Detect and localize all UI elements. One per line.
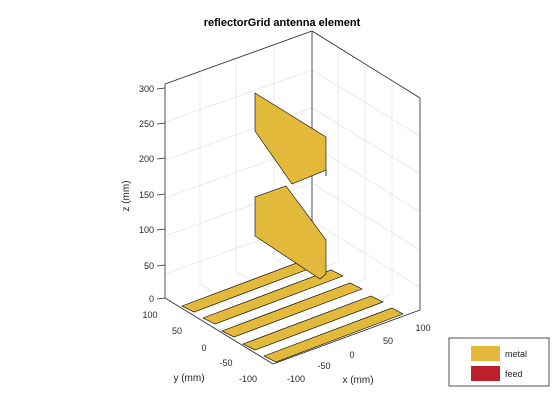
y-tick-label: 100 — [142, 310, 157, 320]
z-tick-label: 300 — [139, 84, 154, 94]
reflector-strip-2 — [202, 269, 344, 325]
dipole-element — [254, 92, 327, 280]
z-axis-ticks: 0 50 100 150 200 250 300 — [139, 84, 166, 304]
x-tick-label: -50 — [317, 361, 330, 371]
reflector-strip-3 — [221, 282, 363, 338]
x-tick-label: -100 — [287, 374, 305, 384]
x-tick-label: 50 — [383, 336, 393, 346]
x-axis-label: x (mm) — [342, 375, 373, 386]
x-tick-label: 0 — [349, 350, 354, 360]
z-tick-label: 100 — [139, 225, 154, 235]
z-tick-label: 150 — [139, 190, 154, 200]
x-tick-label: 100 — [415, 323, 430, 333]
y-axis-label: y (mm) — [173, 373, 204, 384]
legend-label-metal: metal — [505, 349, 527, 359]
legend-label-feed: feed — [505, 369, 523, 379]
plot-title: reflectorGrid antenna element — [204, 17, 361, 29]
reflector-grid — [181, 257, 404, 363]
dipole-upper-arm — [254, 92, 327, 185]
y-tick-label: -100 — [239, 374, 257, 384]
back-wall-y-grid — [311, 30, 421, 294]
y-axis-ticks: 100 50 0 -50 -100 — [142, 310, 257, 384]
y-tick-label: -50 — [219, 358, 232, 368]
reflector-strip-5 — [263, 307, 404, 363]
legend: metal feed — [448, 337, 550, 387]
z-tick-label: 200 — [139, 154, 154, 164]
y-tick-label: 0 — [201, 343, 206, 353]
axis-lines — [164, 297, 421, 365]
z-tick-label: 50 — [144, 261, 154, 271]
x-axis-ticks: -100 -50 0 50 100 — [287, 323, 431, 384]
z-axis-label: z (mm) — [121, 180, 132, 211]
axes-box — [164, 30, 421, 310]
legend-swatch-feed — [471, 366, 500, 381]
legend-swatch-metal — [471, 346, 500, 361]
reflector-strip-4 — [242, 295, 384, 351]
z-tick-label: 0 — [149, 294, 154, 304]
y-tick-label: 50 — [172, 326, 182, 336]
dipole-lower-arm — [254, 185, 327, 280]
z-tick-label: 250 — [139, 119, 154, 129]
